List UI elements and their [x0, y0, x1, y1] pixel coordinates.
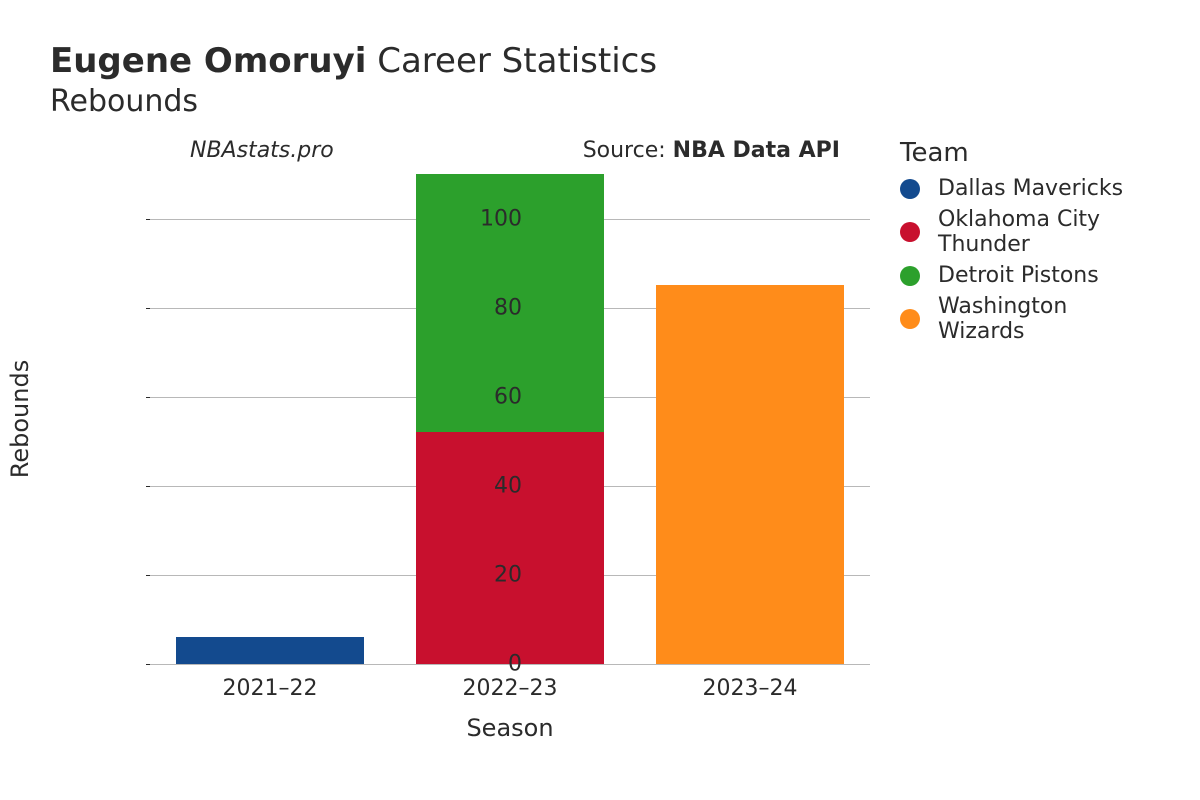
legend-label: Washington Wizards [938, 294, 1150, 344]
y-tick-label: 80 [452, 295, 522, 320]
x-tick-label: 2022–23 [410, 676, 610, 701]
site-watermark: NBAstats.pro [190, 138, 334, 163]
plot-area [150, 174, 870, 664]
player-name: Eugene Omoruyi [50, 41, 366, 81]
legend-item: Detroit Pistons [900, 263, 1150, 288]
bar-segment [416, 432, 603, 664]
y-tick-label: 100 [452, 206, 522, 231]
chart-subtitle: Rebounds [50, 83, 1150, 121]
legend-item: Washington Wizards [900, 294, 1150, 344]
y-tick-mark [146, 664, 150, 665]
x-tick-label: 2021–22 [170, 676, 370, 701]
source-name: NBA Data API [673, 138, 840, 163]
legend-label: Dallas Mavericks [938, 176, 1123, 201]
y-tick-mark [146, 486, 150, 487]
y-tick-mark [146, 575, 150, 576]
bar-segment [176, 637, 363, 664]
y-tick-label: 0 [452, 652, 522, 677]
chart-annotations: NBAstats.pro Source: NBA Data API [150, 138, 870, 168]
y-tick-mark [146, 308, 150, 309]
x-tick-label: 2023–24 [650, 676, 850, 701]
legend-swatch [900, 266, 920, 286]
legend-swatch [900, 309, 920, 329]
source-attribution: Source: NBA Data API [583, 138, 840, 163]
x-axis-label: Season [466, 714, 553, 742]
source-label: Source: [583, 138, 673, 163]
legend-label: Oklahoma City Thunder [938, 207, 1150, 257]
chart-title: Eugene Omoruyi Career Statistics [50, 40, 1150, 83]
legend-swatch [900, 222, 920, 242]
legend-label: Detroit Pistons [938, 263, 1099, 288]
y-axis-label: Rebounds [6, 360, 34, 478]
y-tick-label: 60 [452, 384, 522, 409]
legend-item: Dallas Mavericks [900, 176, 1150, 201]
legend: Team Dallas Mavericks Oklahoma City Thund… [900, 138, 1150, 350]
legend-swatch [900, 179, 920, 199]
title-suffix: Career Statistics [366, 41, 657, 81]
y-tick-label: 40 [452, 473, 522, 498]
y-tick-mark [146, 219, 150, 220]
y-tick-label: 20 [452, 562, 522, 587]
chart-title-block: Eugene Omoruyi Career Statistics Rebound… [50, 40, 1150, 120]
bar-segment [656, 285, 843, 664]
legend-item: Oklahoma City Thunder [900, 207, 1150, 257]
legend-title: Team [900, 138, 1150, 168]
y-tick-mark [146, 397, 150, 398]
